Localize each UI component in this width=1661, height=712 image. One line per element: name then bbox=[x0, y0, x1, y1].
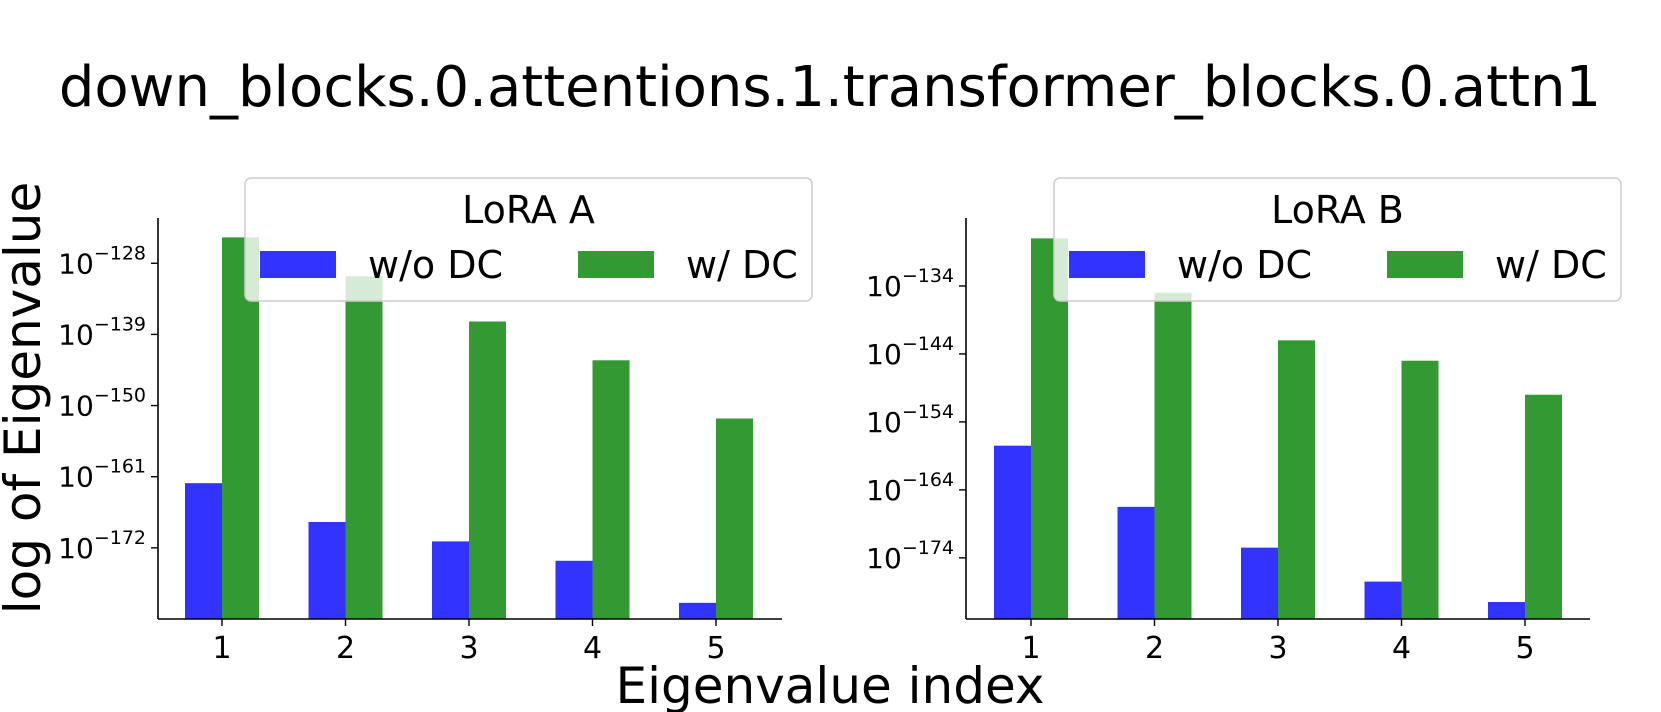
legend: LoRA A w/o DC w/ DC bbox=[244, 177, 813, 302]
y-axis-label: log of Eigenvalue bbox=[0, 182, 52, 614]
legend: LoRA B w/o DC w/ DC bbox=[1053, 177, 1622, 302]
bar-w-dc-1 bbox=[1031, 238, 1068, 619]
bar-w-dc-5 bbox=[1525, 394, 1562, 619]
legend-swatch-w-dc bbox=[578, 251, 654, 278]
x-axis-label: Eigenvalue index bbox=[616, 657, 1045, 712]
x-tick-label: 4 bbox=[583, 631, 602, 666]
bar-wo-dc-1 bbox=[994, 445, 1031, 619]
x-tick-label: 2 bbox=[1145, 631, 1164, 666]
y-tick-label: 10−164 bbox=[866, 469, 954, 507]
bar-w-dc-4 bbox=[1401, 360, 1439, 619]
y-tick-label: 10−161 bbox=[58, 456, 146, 494]
legend-swatch-wo-dc bbox=[1069, 251, 1145, 278]
y-tick-label: 10−134 bbox=[866, 265, 954, 303]
bar-wo-dc-3 bbox=[432, 541, 469, 619]
panel-lora-b: 1 2 3 4 5 10−134 10−144 10−154 10−164 10−174 LoRA … bbox=[866, 177, 1622, 666]
bar-wo-dc-4 bbox=[1364, 581, 1402, 619]
bar-wo-dc-1 bbox=[185, 483, 222, 619]
legend-label-w-dc: w/ DC bbox=[686, 243, 798, 287]
bar-w-dc-4 bbox=[592, 360, 630, 619]
y-tick-label: 10−174 bbox=[866, 537, 954, 575]
x-tick-label: 3 bbox=[1268, 631, 1287, 666]
panel-lora-a: 1 2 3 4 5 10−128 10−139 10−150 10−161 10−172 LoRA … bbox=[58, 177, 813, 666]
bar-wo-dc-4 bbox=[555, 560, 593, 619]
legend-box bbox=[1053, 177, 1622, 302]
bar-wo-dc-2 bbox=[308, 521, 346, 619]
x-tick-label: 3 bbox=[459, 631, 478, 666]
y-tick-label: 10−154 bbox=[866, 401, 954, 439]
bar-wo-dc-5 bbox=[1488, 602, 1525, 619]
y-tick-label: 10−139 bbox=[58, 313, 146, 351]
bar-w-dc-3 bbox=[1278, 340, 1315, 619]
legend-swatch-wo-dc bbox=[260, 251, 336, 278]
legend-label-wo-dc: w/o DC bbox=[1177, 243, 1312, 287]
legend-box bbox=[244, 177, 813, 302]
bar-w-dc-2 bbox=[345, 276, 383, 619]
figure-title: down_blocks.0.attentions.1.transformer_b… bbox=[59, 55, 1601, 120]
y-tick-label: 10−150 bbox=[58, 385, 146, 423]
x-tick-label: 2 bbox=[336, 631, 355, 666]
bar-w-dc-2 bbox=[1154, 292, 1192, 619]
x-tick-label: 1 bbox=[212, 631, 231, 666]
legend-title: LoRA B bbox=[1271, 188, 1404, 232]
legend-swatch-w-dc bbox=[1387, 251, 1463, 278]
x-tick-label: 5 bbox=[1515, 631, 1534, 666]
legend-label-wo-dc: w/o DC bbox=[368, 243, 503, 287]
bar-w-dc-3 bbox=[469, 321, 506, 619]
x-tick-label: 4 bbox=[1392, 631, 1411, 666]
legend-title: LoRA A bbox=[462, 188, 595, 232]
bar-w-dc-5 bbox=[716, 418, 753, 619]
x-tick-label: 5 bbox=[706, 631, 725, 666]
y-tick-label: 10−144 bbox=[866, 333, 954, 371]
x-tick-label: 1 bbox=[1021, 631, 1040, 666]
y-tick-label: 10−172 bbox=[58, 527, 146, 565]
bar-wo-dc-2 bbox=[1117, 506, 1155, 619]
bar-wo-dc-5 bbox=[679, 602, 716, 619]
bar-wo-dc-3 bbox=[1241, 547, 1278, 619]
legend-label-w-dc: w/ DC bbox=[1495, 243, 1607, 287]
y-tick-label: 10−128 bbox=[58, 242, 146, 280]
